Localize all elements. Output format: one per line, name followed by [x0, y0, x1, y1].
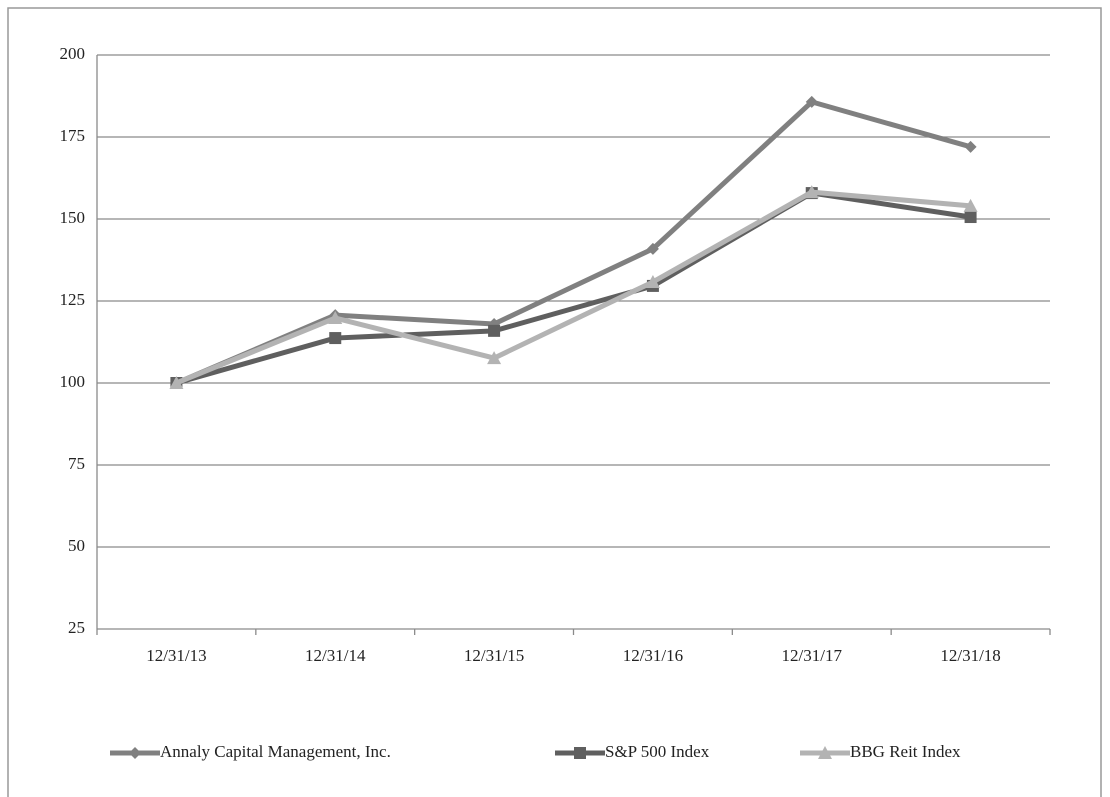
x-tick-label: 12/31/15 — [464, 646, 524, 665]
marker — [488, 324, 501, 337]
y-tick-label: 150 — [60, 208, 86, 227]
x-tick-label: 12/31/17 — [782, 646, 843, 665]
marker — [328, 311, 343, 325]
marker — [169, 376, 184, 389]
marker — [646, 242, 659, 255]
marker — [574, 747, 586, 759]
marker — [804, 185, 819, 199]
marker — [963, 198, 978, 212]
line — [175, 189, 971, 386]
legend-label: S&P 500 Index — [605, 742, 710, 761]
y-tick-label: 200 — [60, 44, 86, 63]
x-tick-label: 12/31/13 — [146, 646, 206, 665]
marker — [329, 332, 342, 345]
line — [175, 190, 971, 386]
marker — [805, 95, 818, 108]
y-tick-label: 50 — [68, 536, 85, 555]
y-tick-label: 75 — [68, 454, 85, 473]
x-tick-label: 12/31/14 — [305, 646, 366, 665]
marker — [818, 746, 832, 759]
y-tick-label: 125 — [60, 290, 86, 309]
x-tick-label: 12/31/18 — [940, 646, 1000, 665]
marker — [129, 747, 141, 759]
marker — [964, 140, 977, 153]
marker — [964, 211, 977, 224]
marker — [487, 351, 502, 365]
y-tick-label: 25 — [68, 618, 85, 637]
x-tick-label: 12/31/16 — [623, 646, 683, 665]
y-tick-label: 175 — [60, 126, 86, 145]
legend-label: BBG Reit Index — [850, 742, 961, 761]
marker — [645, 274, 660, 288]
y-tick-label: 100 — [60, 372, 86, 391]
legend-label: Annaly Capital Management, Inc. — [160, 742, 391, 761]
line — [175, 99, 972, 386]
chart-frame — [7, 7, 1102, 797]
